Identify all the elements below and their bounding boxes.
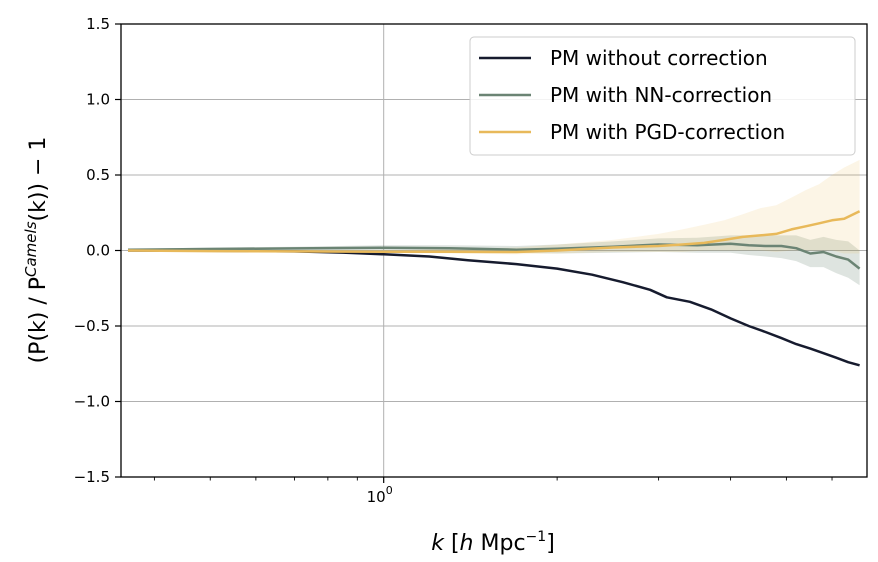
band-pm-with-pgd-correction (128, 159, 860, 255)
y-tick-label: 0.0 (86, 242, 110, 260)
y-tick-label: −0.5 (74, 317, 110, 335)
uncertainty-bands (128, 159, 860, 286)
legend-entry-pm-without-correction: PM without correction (479, 46, 768, 70)
legend-label-pm-without-correction: PM without correction (550, 46, 768, 70)
y-tick-label: 0.5 (86, 166, 110, 184)
y-tick-label: 1.0 (86, 91, 110, 109)
legend-label-pm-with-pgd-correction: PM with PGD-correction (550, 120, 785, 144)
y-tick-label: 1.5 (86, 15, 110, 33)
legend-frame (469, 36, 856, 156)
y-tick-label: −1.0 (74, 393, 110, 411)
series-lines (127, 210, 861, 367)
line-pm-with-nn-correction (127, 242, 861, 270)
line-pm-with-pgd-correction (127, 210, 861, 254)
x-tick-label: 100 (367, 484, 393, 506)
legend: PM without correction PM with NN-correct… (469, 36, 856, 156)
axis-ticks: 1.5 1.0 0.5 0.0 −0.5 −1.0 −1.5 100 (74, 15, 833, 506)
legend-entry-pm-with-pgd-correction: PM with PGD-correction (479, 120, 785, 144)
legend-entry-pm-with-nn-correction: PM with NN-correction (479, 83, 772, 107)
x-axis-title: k [h Mpc−1] (431, 529, 555, 556)
legend-label-pm-with-nn-correction: PM with NN-correction (550, 83, 772, 107)
line-pm-without-correction (127, 249, 860, 367)
y-tick-label: −1.5 (74, 468, 110, 486)
y-axis-title: (P(k) / PCamels(k)) − 1 (22, 137, 51, 364)
